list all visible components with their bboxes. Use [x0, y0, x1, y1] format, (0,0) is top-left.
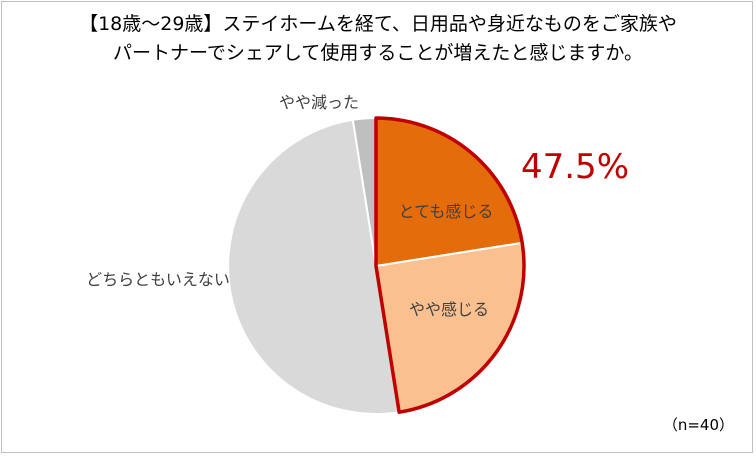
pie-slice-1: [375, 116, 524, 268]
chart-title-line-2: パートナーでシェアして使用することが増えたと感じますか。: [113, 42, 643, 64]
highlight-total-label: 47.5%: [521, 147, 629, 187]
sample-size-label: （n=40）: [662, 416, 734, 434]
slice-label-1: とても感じる: [399, 202, 494, 221]
highlight-outline: [374, 116, 526, 414]
chart-title: 【18歳～29歳】ステイホームを経て、日用品や身近なものをご家族や パートナーで…: [0, 10, 756, 68]
chart-title-line-1: 【18歳～29歳】ステイホームを経て、日用品や身近なものをご家族や: [79, 13, 677, 35]
slice-label-2: やや感じる: [409, 300, 489, 319]
pie-slice-2: [374, 241, 525, 414]
slice-label-4: やや減った: [279, 93, 359, 112]
slice-label-3: どちらともいえない: [86, 270, 230, 289]
pie-slice-3: [227, 118, 401, 415]
